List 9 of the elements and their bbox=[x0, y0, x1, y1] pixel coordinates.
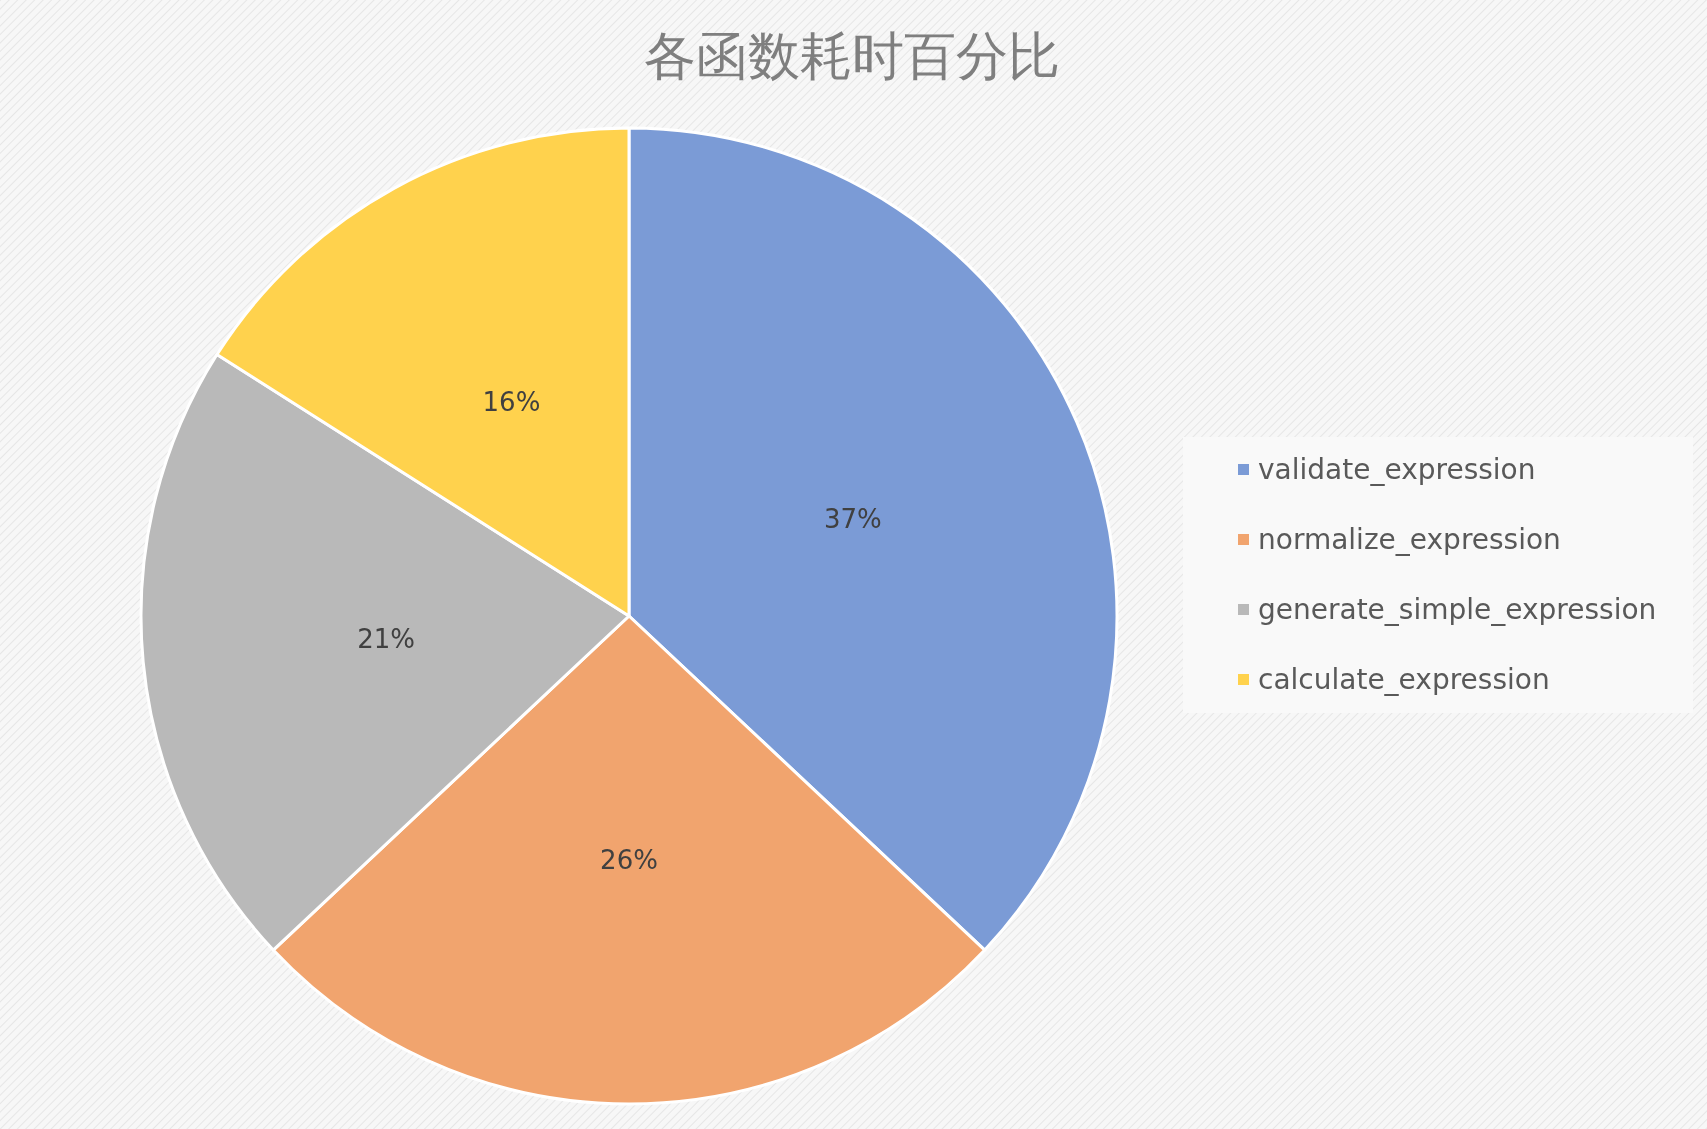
legend-label: validate_expression bbox=[1258, 453, 1536, 486]
legend-label: calculate_expression bbox=[1258, 663, 1550, 696]
chart-title: 各函数耗时百分比 bbox=[644, 26, 1060, 86]
legend-label: normalize_expression bbox=[1258, 523, 1561, 556]
data-label: 37% bbox=[824, 504, 882, 535]
legend-label: generate_simple_expression bbox=[1258, 593, 1657, 626]
data-label: 21% bbox=[357, 623, 415, 654]
data-label: 16% bbox=[482, 387, 541, 418]
data-label: 26% bbox=[600, 845, 658, 875]
